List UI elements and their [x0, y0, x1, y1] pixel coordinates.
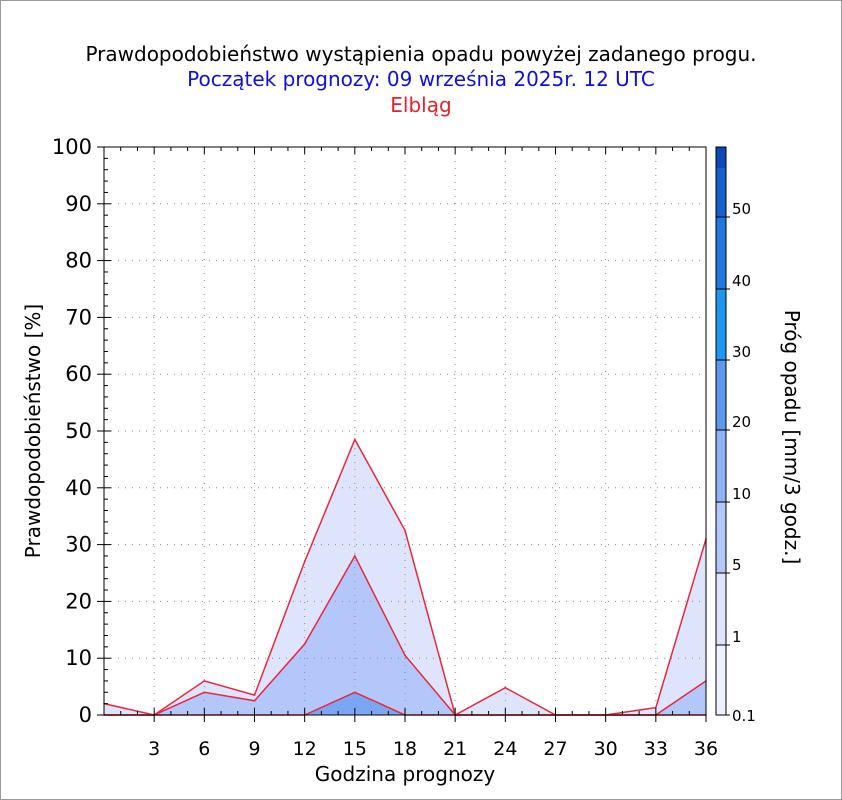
- point-threshold-1: [303, 643, 306, 645]
- point-threshold-0: [303, 560, 306, 563]
- y-tick-label: 100: [52, 135, 92, 159]
- x-tick-label: 27: [543, 738, 567, 760]
- colorbar-tick-label: 50: [732, 200, 751, 218]
- point-threshold-2: [354, 691, 356, 694]
- chart-title: Prawdopodobieństwo wystąpienia opadu pow…: [85, 42, 757, 66]
- chart-grid: [104, 147, 706, 715]
- x-tick-label: 9: [248, 738, 260, 760]
- x-tick-label: 18: [393, 738, 417, 760]
- y-tick-label: 80: [65, 249, 92, 273]
- x-tick-label: 3: [148, 738, 160, 760]
- colorbar-tick-label: 10: [732, 485, 751, 503]
- colorbar-segment: [716, 573, 726, 645]
- minor-ticks: [104, 147, 690, 715]
- y-tick-label: 60: [65, 362, 92, 386]
- y-axis-label: Prawdopodobieństwo [%]: [21, 304, 45, 558]
- colorbar-tick-label: 20: [732, 413, 751, 431]
- colorbar: 0.1 1 5 10 20 30 40 50: [715, 146, 756, 725]
- x-tick-label: 30: [594, 738, 618, 760]
- colorbar-tick-label: 0.1: [732, 707, 756, 725]
- x-tick-label: 12: [293, 738, 317, 760]
- point-threshold-1: [203, 691, 206, 694]
- colorbar-segment: [716, 430, 726, 502]
- y-tick-label: 30: [65, 533, 92, 557]
- colorbar-tick-label: 1: [732, 628, 742, 646]
- point-threshold-1: [404, 654, 406, 657]
- colorbar-segment: [716, 645, 726, 715]
- y-axis-ticks: 0 10 20 30 40 50 60 70 80 90 100: [52, 135, 111, 727]
- x-tick-label: 36: [694, 738, 718, 760]
- probability-areas: [104, 439, 706, 715]
- x-tick-label: 21: [443, 738, 467, 760]
- x-tick-label: 33: [644, 738, 668, 760]
- point-threshold-0: [404, 529, 406, 532]
- colorbar-segment: [716, 147, 726, 168]
- point-threshold-1: [354, 555, 356, 557]
- point-threshold-0: [354, 438, 356, 441]
- colorbar-segment: [716, 502, 726, 573]
- location-label: Elbląg: [390, 93, 452, 117]
- y-tick-label: 0: [79, 703, 92, 727]
- colorbar-segment: [716, 289, 726, 360]
- area-threshold-1: [104, 555, 706, 715]
- point-threshold-0: [203, 680, 206, 682]
- y-tick-label: 20: [65, 589, 92, 613]
- y-tick-label: 70: [65, 305, 92, 329]
- point-threshold-1: [253, 700, 256, 702]
- colorbar-segment: [716, 168, 726, 217]
- colorbar-tick-label: 40: [732, 272, 751, 290]
- x-tick-label: 15: [343, 738, 367, 760]
- y-tick-label: 90: [65, 192, 92, 216]
- x-axis-ticks: 3 6 9 12 15 18 21 24 27 30 33 36: [148, 147, 718, 760]
- colorbar-label: Próg opadu [mm/3 godz.]: [780, 310, 804, 565]
- point-threshold-0: [504, 686, 507, 689]
- x-axis-label: Godzina prognozy: [315, 762, 496, 786]
- y-tick-label: 50: [65, 419, 92, 443]
- forecast-start-subtitle: Początek prognozy: 09 września 2025r. 12…: [187, 67, 655, 91]
- y-tick-label: 10: [65, 646, 92, 670]
- colorbar-tick-label: 30: [732, 343, 751, 361]
- x-tick-label: 6: [198, 738, 210, 760]
- colorbar-segment: [716, 217, 726, 289]
- y-tick-label: 40: [65, 476, 92, 500]
- x-tick-label: 24: [493, 738, 517, 760]
- colorbar-segment: [716, 360, 726, 430]
- point-threshold-0: [253, 694, 256, 696]
- colorbar-tick-label: 5: [732, 556, 742, 574]
- area-threshold-0: [104, 439, 706, 715]
